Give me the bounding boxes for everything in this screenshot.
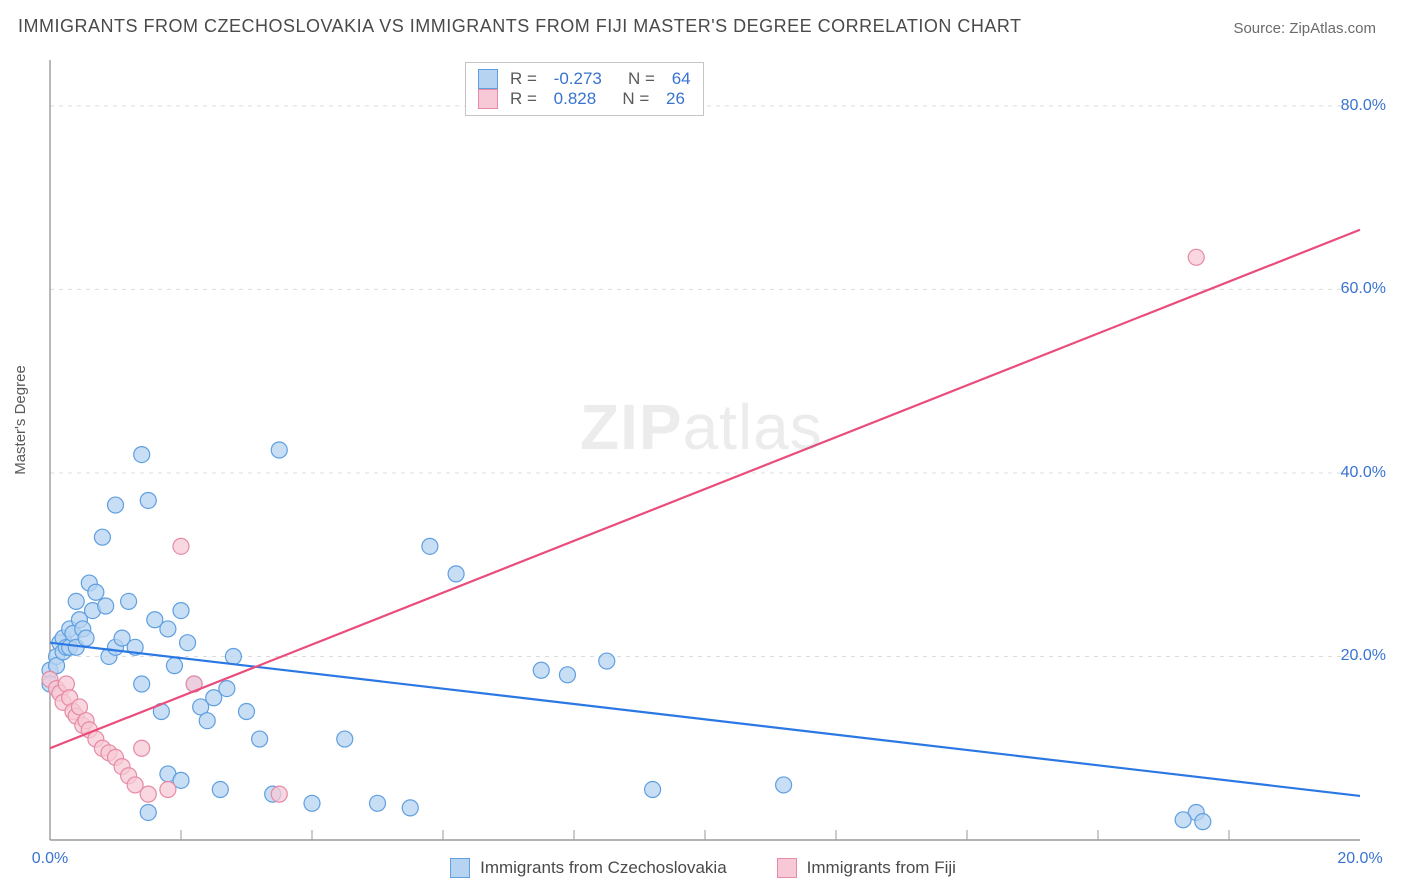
stats-legend-row: R = 0.828 N = 26 [478, 89, 691, 109]
correlation-scatter-chart [0, 0, 1406, 892]
stats-legend-row: R = -0.273 N = 64 [478, 69, 691, 89]
legend-label-0: Immigrants from Czechoslovakia [480, 858, 727, 878]
legend-item-series-0: Immigrants from Czechoslovakia [450, 858, 727, 878]
legend-swatch-0 [450, 858, 470, 878]
legend-item-series-1: Immigrants from Fiji [777, 858, 956, 878]
series-legend: Immigrants from Czechoslovakia Immigrant… [0, 858, 1406, 878]
y-tick-label: 60.0% [1341, 280, 1386, 298]
legend-swatch-1 [777, 858, 797, 878]
y-tick-label: 80.0% [1341, 97, 1386, 115]
y-tick-label: 40.0% [1341, 464, 1386, 482]
stats-swatch [478, 69, 498, 89]
stats-legend-box: R = -0.273 N = 64R = 0.828 N = 26 [465, 62, 704, 116]
stats-swatch [478, 89, 498, 109]
y-tick-label: 20.0% [1341, 647, 1386, 665]
legend-label-1: Immigrants from Fiji [807, 858, 956, 878]
